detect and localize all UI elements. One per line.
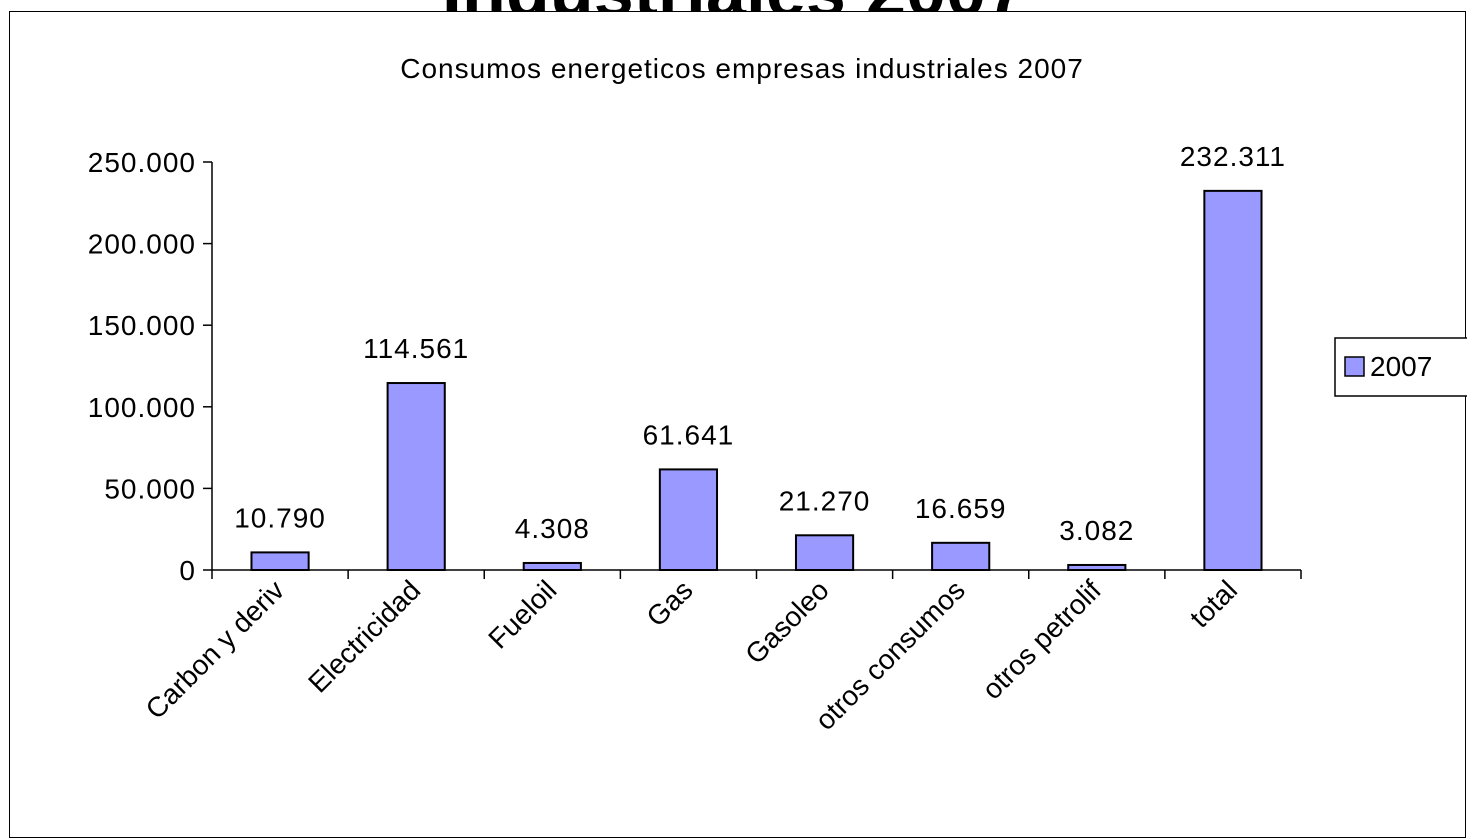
bar xyxy=(794,534,855,571)
x-tick-label: Gasoleo xyxy=(739,574,835,670)
x-tick-label: total xyxy=(1184,574,1243,633)
x-tick-label: Electricidad xyxy=(302,574,426,698)
y-tick-label: 100.000 xyxy=(88,392,196,423)
x-tick-label: Fueloil xyxy=(482,574,562,654)
bar xyxy=(931,541,991,571)
x-tick-label: otros consumos xyxy=(809,574,971,736)
bar xyxy=(386,382,446,571)
x-axis: Carbon y deriv Electricidad Fueloil Gas Gaso… xyxy=(140,569,1302,736)
y-tick-label: 150.000 xyxy=(88,310,196,341)
bars: 10.790 114.561 4.308 61.641 21.270 16.659 3.08… xyxy=(234,141,1286,572)
bar-value-label: 114.561 xyxy=(363,333,469,364)
x-tick-label: Carbon y deriv xyxy=(140,574,291,725)
bar xyxy=(658,468,719,571)
legend: 2007 xyxy=(1334,337,1467,397)
x-tick-label: otros petrolif xyxy=(976,574,1107,705)
bar-value-label: 16.659 xyxy=(915,493,1007,524)
y-axis: 0 50.000 100.000 150.000 200.000 250.000 xyxy=(88,147,213,586)
bar-value-label: 3.082 xyxy=(1059,515,1134,546)
bar-value-label: 21.270 xyxy=(779,485,871,516)
chart-title: Consumos energeticos empresas industrial… xyxy=(400,53,1084,84)
y-tick-label: 200.000 xyxy=(88,229,196,260)
bar xyxy=(250,551,310,572)
legend-swatch xyxy=(1344,356,1365,377)
y-tick-label: 50.000 xyxy=(104,473,196,504)
bar-value-label: 10.790 xyxy=(234,502,326,533)
bar-value-label: 4.308 xyxy=(515,513,590,544)
chart-frame: Consumos energeticos empresas industrial… xyxy=(9,11,1467,838)
bar xyxy=(1067,563,1127,571)
bar xyxy=(522,561,582,572)
legend-label: 2007 xyxy=(1370,351,1432,382)
bar xyxy=(1203,189,1263,572)
bar-value-label: 61.641 xyxy=(643,419,735,450)
bar-value-label: 232.311 xyxy=(1180,141,1286,172)
bar-chart: Consumos energeticos empresas industrial… xyxy=(88,53,1467,736)
y-tick-label: 0 xyxy=(179,555,196,586)
y-tick-label: 250.000 xyxy=(88,147,196,178)
x-tick-label: Gas xyxy=(640,574,698,632)
